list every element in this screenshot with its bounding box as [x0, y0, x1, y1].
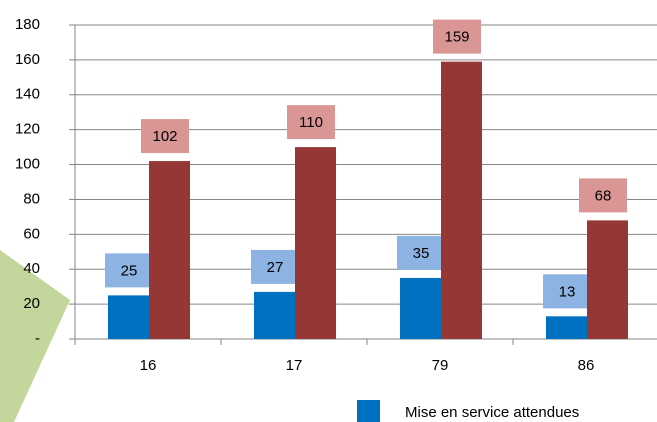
x-tick-label: 17 — [286, 357, 303, 374]
x-tick-label: 86 — [578, 357, 595, 374]
data-label: 27 — [267, 259, 284, 276]
y-tick-label: - — [35, 330, 40, 347]
x-tick-label: 16 — [140, 357, 157, 374]
legend-label: Mise en service attendues — [405, 404, 579, 421]
data-label-box — [251, 249, 299, 284]
bar — [295, 147, 336, 339]
y-tick-label: 40 — [23, 260, 40, 277]
bar — [546, 316, 587, 339]
data-label-box — [105, 253, 153, 288]
bar — [254, 291, 295, 339]
y-tick-label: 60 — [23, 225, 40, 242]
data-label-box — [543, 274, 591, 309]
y-tick-label: 180 — [15, 16, 40, 33]
data-label-box — [579, 178, 627, 213]
data-label: 68 — [595, 187, 612, 204]
y-tick-label: 20 — [23, 295, 40, 312]
bar — [441, 61, 482, 340]
x-tick-label: 79 — [432, 357, 449, 374]
data-label: 159 — [444, 29, 469, 46]
y-tick-label: 140 — [15, 86, 40, 103]
bar — [587, 220, 628, 339]
data-label: 35 — [413, 245, 430, 262]
data-label-box — [141, 119, 189, 154]
data-label: 102 — [152, 128, 177, 145]
bar — [108, 295, 149, 339]
data-label: 110 — [299, 114, 323, 131]
bar — [149, 161, 190, 339]
y-tick-label: 100 — [15, 156, 40, 173]
data-label-box — [287, 105, 335, 140]
data-label: 13 — [559, 283, 576, 300]
decoration — [0, 250, 70, 422]
data-label: 25 — [121, 262, 138, 279]
legend-swatch — [357, 400, 380, 422]
y-tick-label: 80 — [23, 190, 40, 207]
y-tick-label: 120 — [15, 121, 40, 138]
data-label-box — [397, 235, 445, 270]
bar — [400, 277, 441, 339]
data-label-box — [433, 19, 481, 54]
y-tick-label: 160 — [15, 51, 40, 68]
